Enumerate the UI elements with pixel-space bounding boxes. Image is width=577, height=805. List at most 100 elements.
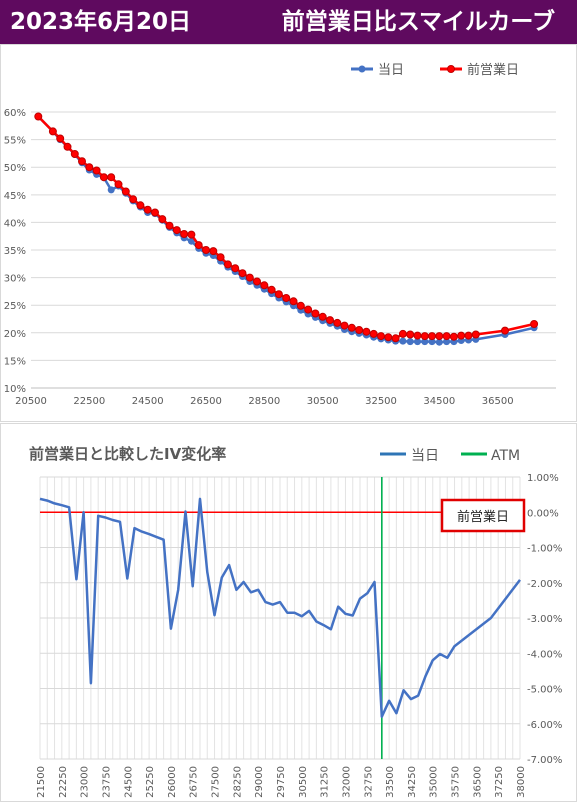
chart1-point-previous-day xyxy=(274,290,283,299)
chart1-point-previous-day xyxy=(391,334,400,343)
chart2-title: 前営業日と比較したIV変化率 xyxy=(29,445,226,463)
chart2-x-tick-label: 32750 xyxy=(363,766,374,798)
chart2-x-tick-label: 25250 xyxy=(145,766,156,798)
chart1-x-tick-label: 28500 xyxy=(248,396,280,407)
chart1-y-tick-label: 40% xyxy=(4,218,26,229)
chart1-x-tick-label: 34500 xyxy=(423,396,455,407)
chart1-point-previous-day xyxy=(143,205,152,214)
smile-curve-chart-panel: 10% 15% 20% 25% 30% 35% 40% 45% 50% 55% 60% 20500 2… xyxy=(0,44,577,422)
iv-change-chart: 前営業日と比較したIV変化率 1.00% 0.00% -1.00% -2.00% -3.… xyxy=(29,445,562,798)
chart2-x-tick-label: 29000 xyxy=(254,766,265,798)
chart1-point-previous-day xyxy=(172,226,181,235)
chart1-point-previous-day xyxy=(530,320,539,328)
chart1-point-previous-day xyxy=(326,316,334,325)
chart1-y-tick-label: 20% xyxy=(4,329,26,340)
chart1-point-previous-day xyxy=(78,157,86,166)
legend-label-atm: ATM xyxy=(491,448,520,464)
chart2-x-tick-label: 21500 xyxy=(36,766,47,798)
chart2-x-tick-label: 35750 xyxy=(451,766,462,798)
chart1-point-previous-day xyxy=(442,332,451,341)
chart1-point-previous-day xyxy=(63,142,72,151)
chart1-point-previous-day xyxy=(457,331,466,340)
chart1-point-previous-day xyxy=(420,332,429,341)
chart1-point-previous-day xyxy=(296,301,305,310)
chart2-y-tick-label: -7.00% xyxy=(527,755,562,766)
chart2-x-tick-label: 37250 xyxy=(494,766,505,798)
chart1-x-tick-label: 20500 xyxy=(15,396,47,407)
chart1-point-previous-day xyxy=(501,326,509,335)
chart2-x-tick-label: 23750 xyxy=(101,766,112,798)
chart2-x-tick-label: 33500 xyxy=(385,766,396,798)
chart1-y-tick-label: 60% xyxy=(4,108,26,119)
chart2-legend: 当日 ATM xyxy=(380,448,520,464)
previous-day-annotation: 前営業日 xyxy=(440,498,526,533)
chart1-point-previous-day xyxy=(216,253,225,262)
chart2-x-tick-label: 24500 xyxy=(123,766,134,798)
chart2-y-tick-label: -2.00% xyxy=(527,579,562,590)
chart1-point-previous-day xyxy=(304,305,313,314)
chart2-y-tick-label: -3.00% xyxy=(527,614,562,625)
chart1-legend: 当日 前営業日 xyxy=(351,62,519,78)
header-title: 前営業日比スマイルカーブ xyxy=(281,9,555,35)
chart2-y-tick-label: -4.00% xyxy=(527,649,562,660)
chart1-point-today xyxy=(435,338,443,346)
chart1-point-previous-day xyxy=(267,285,276,294)
chart1-point-today xyxy=(399,337,407,345)
chart1-y-tick-label: 55% xyxy=(4,136,26,147)
chart1-point-previous-day xyxy=(245,273,254,282)
chart1-point-today xyxy=(414,338,421,346)
legend-label-previous-day: 前営業日 xyxy=(467,62,519,78)
chart1-point-today xyxy=(443,338,451,346)
chart1-point-previous-day xyxy=(289,297,298,306)
chart1-point-previous-day xyxy=(194,241,203,250)
chart1-point-previous-day xyxy=(180,230,189,238)
chart1-point-previous-day xyxy=(99,173,108,182)
chart1-point-previous-day xyxy=(333,318,342,327)
chart2-x-tick-label: 29750 xyxy=(276,766,287,798)
chart1-point-previous-day xyxy=(231,264,240,273)
chart1-point-previous-day xyxy=(158,215,167,224)
chart2-x-tick-label: 23000 xyxy=(80,766,91,798)
chart1-point-previous-day xyxy=(107,173,116,182)
chart2-x-tick-label: 31250 xyxy=(320,766,331,798)
chart1-point-previous-day xyxy=(48,127,57,136)
chart1-point-previous-day xyxy=(398,329,407,338)
chart1-point-previous-day xyxy=(151,208,159,217)
chart1-point-previous-day xyxy=(449,332,458,341)
chart1-point-previous-day xyxy=(347,323,356,332)
chart1-point-previous-day xyxy=(369,329,378,338)
chart1-point-previous-day xyxy=(260,281,269,290)
chart1-point-previous-day xyxy=(187,230,196,239)
iv-change-chart-panel: 前営業日と比較したIV変化率 1.00% 0.00% -1.00% -2.00% -3.… xyxy=(0,423,577,802)
chart1-y-tick-label: 50% xyxy=(4,163,26,174)
chart1-point-previous-day xyxy=(340,321,349,330)
chart2-x-tick-label: 38000 xyxy=(516,766,527,798)
header-banner: 2023年6月20日 前営業日比スマイルカーブ xyxy=(0,0,577,44)
chart2-x-tick-label: 32000 xyxy=(341,766,352,798)
chart1-y-tick-label: 45% xyxy=(4,191,26,202)
chart1-point-previous-day xyxy=(136,201,145,210)
chart1-point-today xyxy=(107,186,115,194)
chart1-y-tick-label: 15% xyxy=(4,356,26,367)
smile-curve-chart: 10% 15% 20% 25% 30% 35% 40% 45% 50% 55% 60% 20500 2… xyxy=(4,62,556,407)
chart1-point-previous-day xyxy=(406,330,415,339)
previous-day-annotation-label: 前営業日 xyxy=(457,509,509,525)
chart2-x-tick-label: 26000 xyxy=(167,766,178,798)
chart2-series-line-today xyxy=(39,497,521,718)
chart1-x-tick-label: 30500 xyxy=(307,396,339,407)
chart1-point-previous-day xyxy=(362,327,371,336)
chart2-x-tick-label: 26750 xyxy=(189,766,200,798)
chart1-series-line-today xyxy=(37,115,535,344)
chart2-y-tick-label: 0.00% xyxy=(527,508,559,519)
chart1-point-previous-day xyxy=(384,333,393,342)
chart2-y-tick-label: 1.00% xyxy=(527,473,559,484)
chart1-point-previous-day xyxy=(282,294,291,302)
chart1-point-previous-day xyxy=(85,163,94,172)
chart1-x-tick-label: 24500 xyxy=(132,396,164,407)
chart1-y-tick-label: 30% xyxy=(4,274,26,285)
chart1-point-previous-day xyxy=(70,150,79,158)
chart1-point-previous-day xyxy=(34,112,43,121)
chart1-point-previous-day xyxy=(355,326,364,334)
legend-label-today: 当日 xyxy=(378,63,404,78)
chart1-point-previous-day xyxy=(121,187,130,196)
